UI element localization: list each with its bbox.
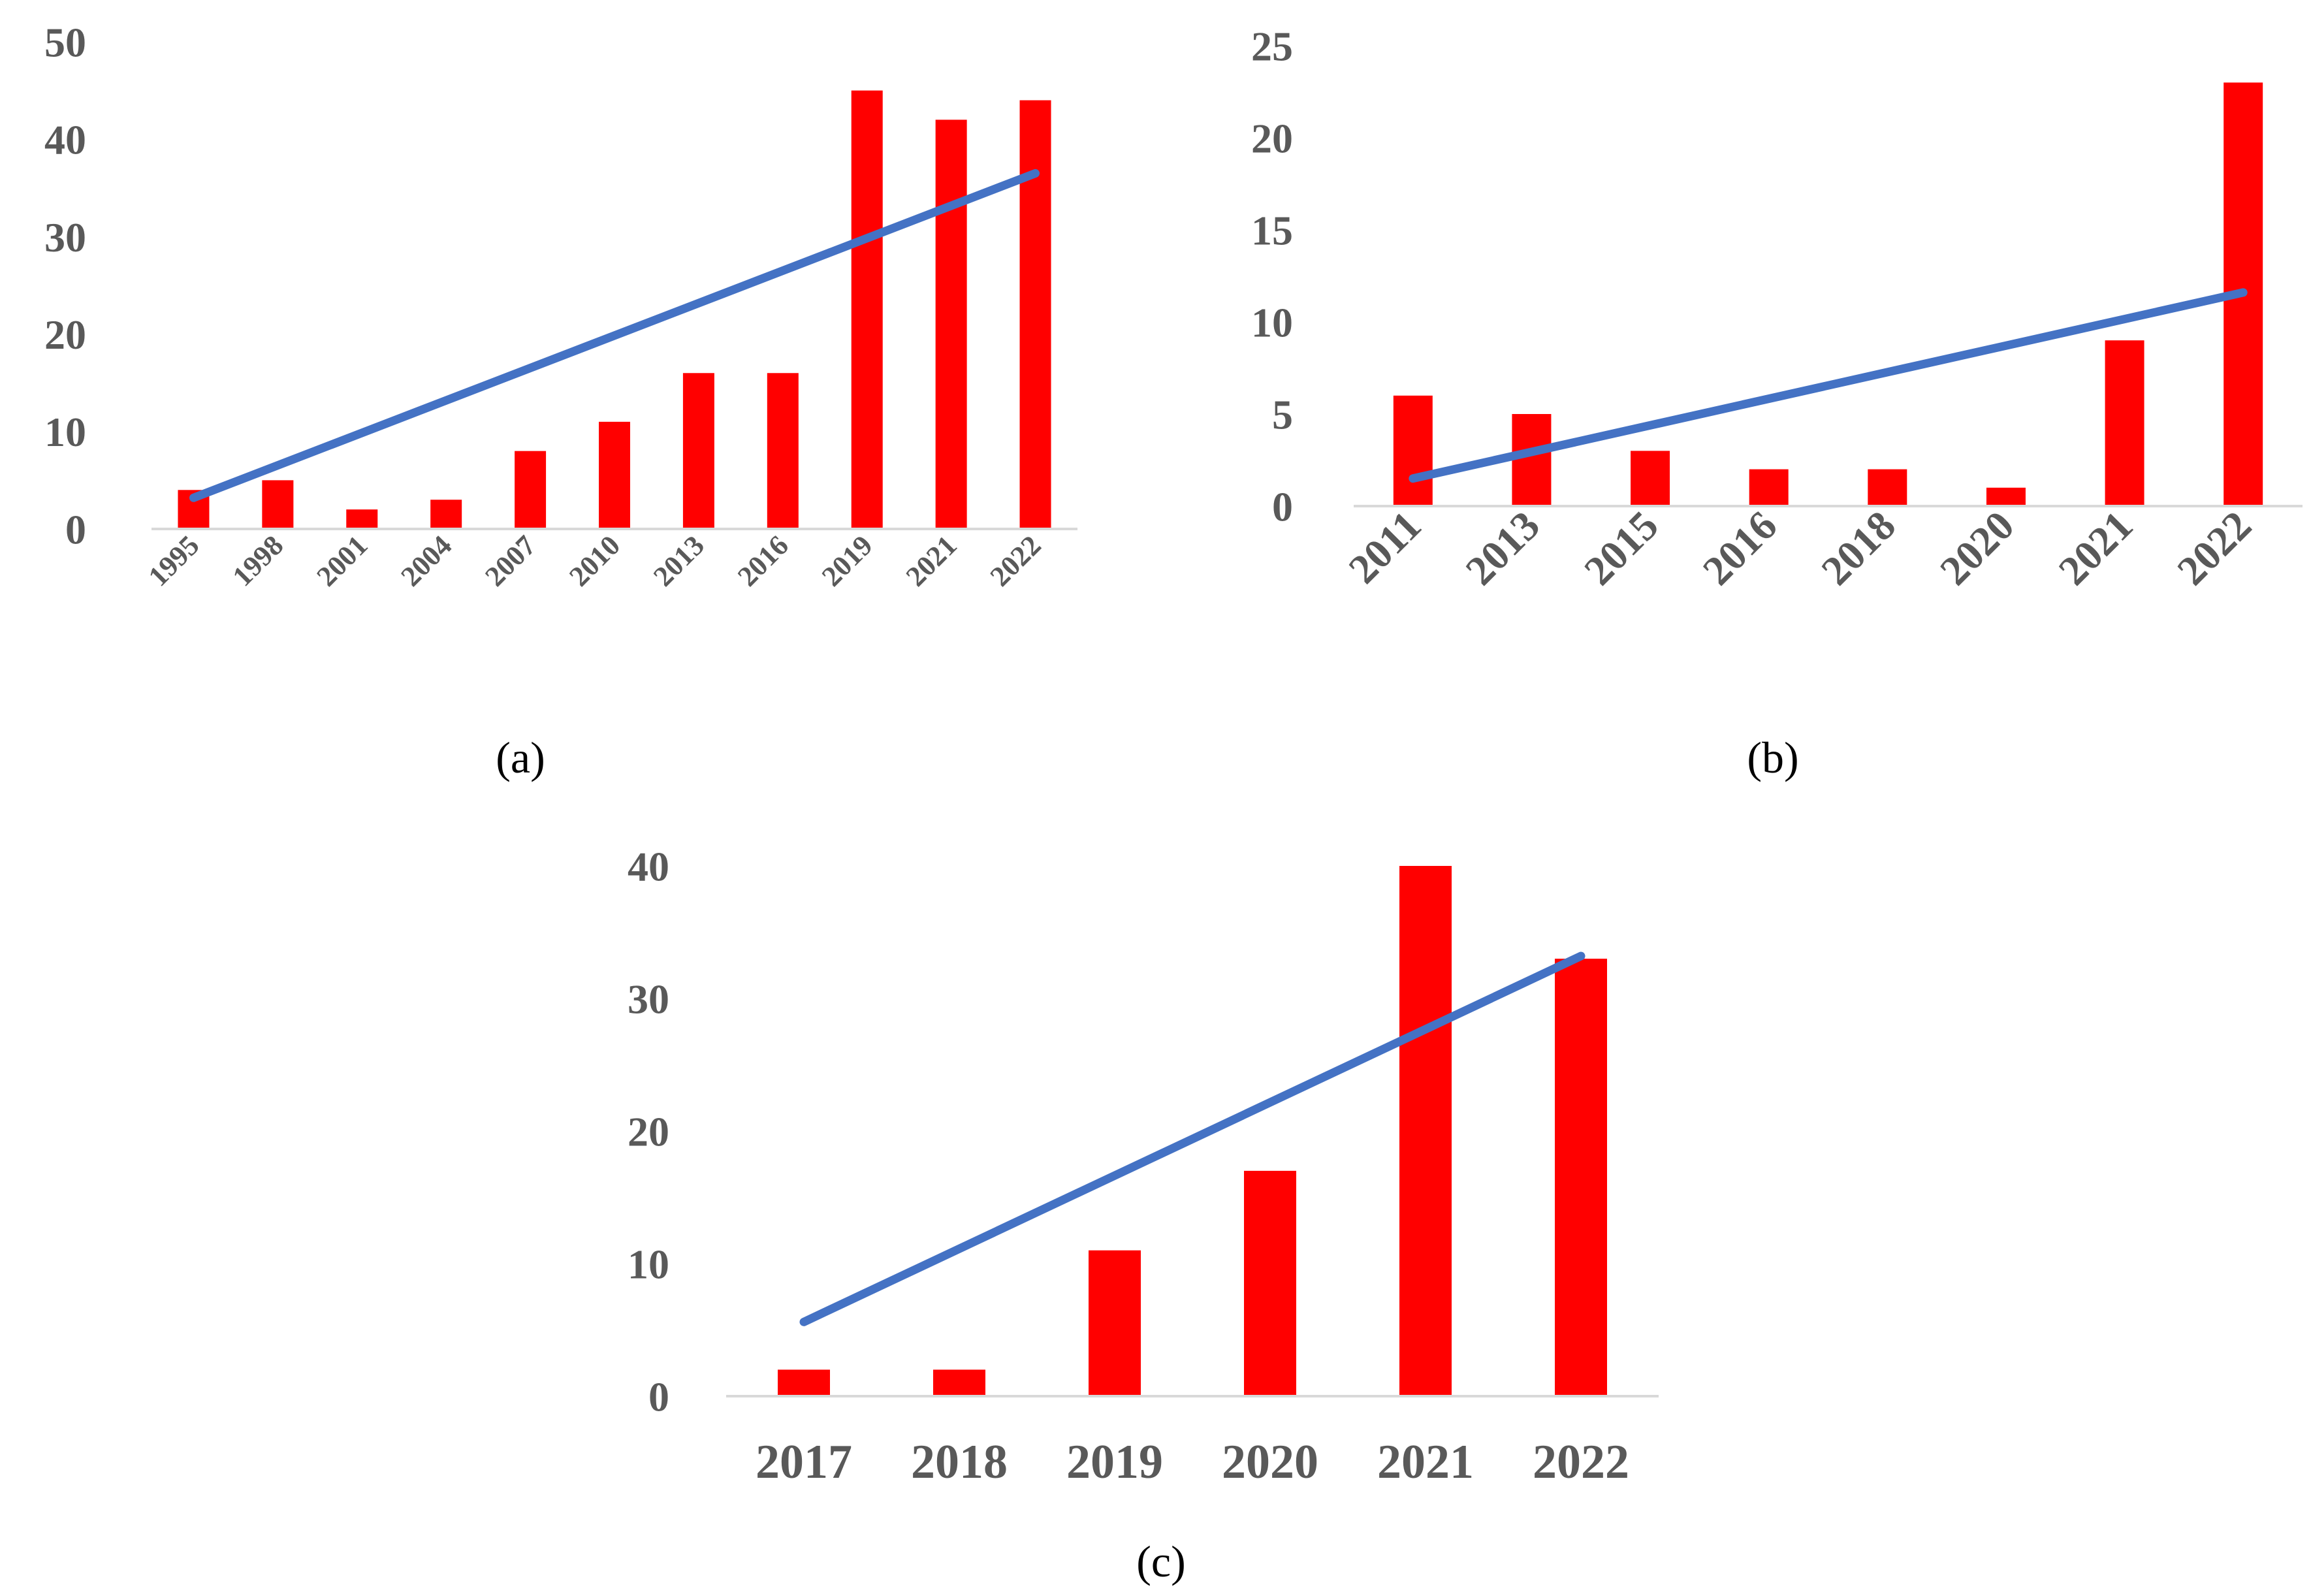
- panel-c-bar: [933, 1369, 985, 1396]
- panel-b-xtick-label: 2018: [1812, 502, 1904, 594]
- panel-b-ytick-label: 5: [1272, 391, 1293, 438]
- panel-b-xtick-label: 2022: [2168, 502, 2260, 594]
- panel-a-xtick-label: 2021: [900, 529, 963, 592]
- panel-a-bar: [851, 90, 883, 530]
- panel-b-xtick-label: 2021: [2050, 502, 2142, 594]
- panel-b-chart: 0 5 10 15 20 25 2011 2013 2015 2016 2018 2020 2021 20…: [1251, 23, 2303, 594]
- panel-b-xtick-label: 2016: [1694, 502, 1786, 594]
- panel-a-xtick-label: 2001: [310, 529, 374, 592]
- panel-b-bar: [1986, 487, 2026, 506]
- panel-a-bar: [599, 421, 630, 529]
- panel-a-trendline: [189, 168, 1040, 502]
- panel-c-bar: [1244, 1170, 1296, 1396]
- panel-b-bar: [2105, 340, 2144, 506]
- panel-a-bar: [262, 480, 294, 529]
- panel-a-xtick-label: 1998: [227, 529, 290, 592]
- panel-c-bar: [1555, 959, 1607, 1396]
- panel-c-ytick-label: 20: [628, 1108, 669, 1155]
- panel-c-ytick-label: 10: [628, 1241, 669, 1287]
- panel-c-xtick-label: 2021: [1377, 1435, 1474, 1489]
- panel-a-bar: [767, 373, 799, 529]
- panel-b-bar: [1749, 469, 1789, 506]
- panel-a-bar: [346, 509, 378, 529]
- panel-b-xtick-label: 2015: [1575, 502, 1667, 594]
- panel-c-bar: [778, 1369, 830, 1396]
- panel-a-ytick-label: 30: [44, 214, 86, 261]
- panel-c-xtick-label: 2022: [1533, 1435, 1629, 1489]
- panel-a-xtick-label: 1995: [142, 529, 206, 592]
- panel-a-bar: [1019, 100, 1051, 529]
- panel-b-label: (b): [1747, 733, 1798, 782]
- panel-c-xtick-label: 2020: [1222, 1435, 1318, 1489]
- panel-b-xtick-label: 2020: [1931, 502, 2023, 594]
- panel-a-xtick-label: 2022: [984, 529, 1047, 592]
- panel-a-xtick-label: 2016: [731, 529, 795, 592]
- panel-c-ytick-label: 40: [628, 843, 669, 889]
- panel-c-trendline: [799, 951, 1586, 1326]
- panel-a-ytick-label: 0: [65, 506, 86, 552]
- panel-a-label: (a): [496, 733, 545, 782]
- panel-a-ytick-label: 40: [44, 117, 86, 163]
- panel-c-xtick-label: 2017: [756, 1435, 852, 1489]
- panel-b-ytick-label: 10: [1251, 299, 1293, 345]
- panel-a-chart: 0 10 20 30 40 50 1995 1998 2001 2004 2007 2010 2013 2…: [44, 19, 1077, 592]
- panel-b-xtick-label: 2011: [1339, 502, 1429, 592]
- panel-a-ytick-label: 50: [44, 19, 86, 65]
- panel-a-xtick-label: 2019: [816, 529, 879, 592]
- panel-a-xtick-label: 2013: [647, 529, 710, 592]
- panel-a-ytick-label: 10: [44, 409, 86, 455]
- panel-a-bar: [515, 451, 547, 529]
- panel-b-ytick-label: 20: [1251, 115, 1293, 161]
- panel-c-ytick-label: 30: [628, 976, 669, 1022]
- panel-a-xtick-label: 2010: [563, 529, 626, 592]
- panel-b-bar: [1512, 414, 1552, 506]
- panel-b-bar: [1393, 395, 1433, 506]
- panel-b-ytick-label: 25: [1251, 23, 1293, 69]
- panel-c-bar: [1399, 866, 1452, 1396]
- panel-b-ytick-label: 15: [1251, 207, 1293, 253]
- panel-c-chart: 0 10 20 30 40 2017 2018 2019 2020 2021 2022: [628, 843, 1659, 1489]
- panel-b-bar: [1868, 469, 1907, 506]
- panel-c-xtick-label: 2018: [911, 1435, 1008, 1489]
- panel-b-xtick-label: 2013: [1457, 502, 1549, 594]
- panel-a-xtick-label: 2007: [479, 529, 542, 592]
- panel-a-xtick-label: 2004: [394, 529, 458, 592]
- panel-a-bar: [682, 373, 714, 529]
- panel-a-ytick-label: 20: [44, 311, 86, 358]
- panel-c-label: (c): [1136, 1537, 1185, 1586]
- panel-c-bar: [1089, 1250, 1141, 1396]
- panel-a-bar: [430, 500, 462, 529]
- panel-b-ytick-label: 0: [1272, 483, 1293, 530]
- panel-c-ytick-label: 0: [648, 1373, 669, 1420]
- panel-c-xtick-label: 2019: [1066, 1435, 1163, 1489]
- panel-b-bar: [1631, 451, 1670, 506]
- panel-a-bar: [935, 120, 967, 530]
- panel-b-trendline: [1409, 288, 2248, 483]
